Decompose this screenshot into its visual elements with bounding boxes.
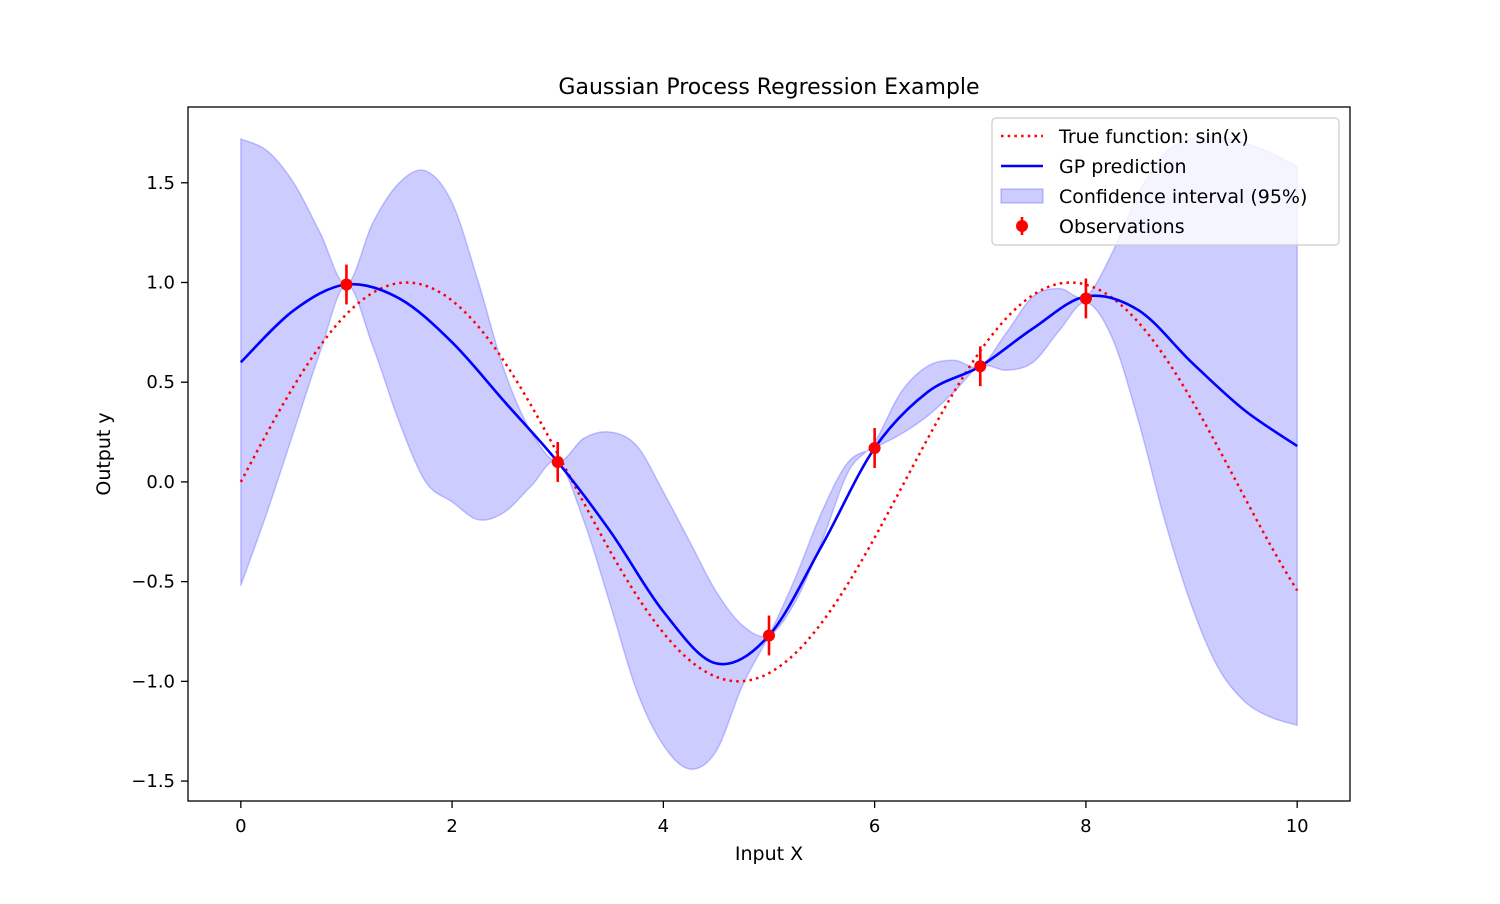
true-function-line [239,281,1299,683]
legend-handle-confidence [1000,188,1044,204]
legend-label: GP prediction [1059,156,1187,178]
observation-point [340,278,353,291]
x-tick-label: 0 [235,816,246,837]
y-tick-label: −0.5 [131,572,175,593]
x-tick-label: 2 [446,816,457,837]
legend-label: True function: sin(x) [1058,126,1249,148]
x-axis-label: Input X [735,843,803,865]
x-tick-label: 8 [1080,816,1091,837]
observation-point [974,360,987,373]
chart-title: Gaussian Process Regression Example [558,75,979,100]
legend: True function: sin(x) GP prediction Confid… [991,117,1340,246]
legend-label: Confidence interval (95%) [1059,186,1307,208]
observation-point [763,629,775,642]
x-tick-label: 4 [658,816,669,837]
axis-ticks: 0 2 4 6 8 10 −1.5 −1.0 −0.5 0.0 0.5 1.0 1.5 [131,173,1308,837]
y-tick-label: 0.0 [146,472,175,493]
y-tick-label: −1.5 [131,771,175,792]
y-tick-label: 0.5 [146,372,175,393]
y-tick-label: 1.5 [146,173,175,194]
x-tick-label: 10 [1286,816,1309,837]
y-tick-label: 1.0 [146,272,175,293]
legend-box [991,117,1340,246]
axes-frame [187,106,1351,802]
legend-label: Observations [1059,216,1185,238]
y-axis-label: Output y [93,412,115,495]
observation-point [1079,292,1092,305]
x-tick-label: 6 [869,816,880,837]
legend-handle-observation-marker [1016,220,1028,232]
observation-point [868,442,881,455]
observation-point [551,455,564,468]
y-tick-label: −1.0 [131,671,175,692]
